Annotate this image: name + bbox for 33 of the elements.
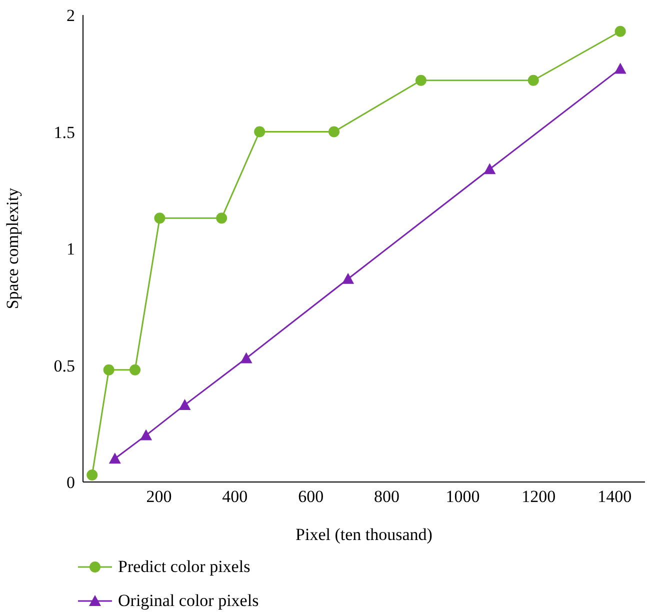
x-tick-label: 800	[374, 487, 400, 506]
point	[140, 429, 152, 440]
point	[154, 212, 166, 224]
point	[130, 364, 141, 376]
point	[86, 469, 98, 480]
point	[415, 74, 426, 86]
y-tick-label: 2	[66, 6, 75, 26]
point	[342, 272, 354, 284]
point	[254, 126, 266, 138]
point	[614, 62, 626, 74]
y-tick-label: 1	[66, 240, 75, 259]
x-tick-label: 600	[298, 487, 324, 506]
y-tick-label: 0.5	[54, 356, 75, 376]
point	[328, 126, 340, 138]
point	[240, 352, 252, 364]
y-tick-label: 0	[66, 473, 75, 492]
point	[216, 212, 228, 224]
point	[484, 163, 496, 174]
point	[103, 364, 114, 376]
x-axis-title: Pixel (ten thousand)	[296, 525, 432, 544]
legend-label: Predict color pixels	[118, 557, 250, 577]
x-tick-label: 1400	[598, 487, 632, 506]
x-tick-label: 200	[146, 487, 172, 506]
x-tick-label: 400	[222, 487, 248, 506]
legend-label: Original color pixels	[118, 591, 259, 611]
point	[178, 398, 191, 410]
x-tick-label: 1200	[522, 487, 556, 506]
point	[528, 74, 539, 86]
y-axis-title: Space complexity	[3, 187, 22, 310]
x-tick-label: 1000	[446, 487, 480, 506]
point	[108, 452, 121, 464]
point	[614, 26, 626, 37]
y-tick-label: 1.5	[54, 122, 75, 142]
